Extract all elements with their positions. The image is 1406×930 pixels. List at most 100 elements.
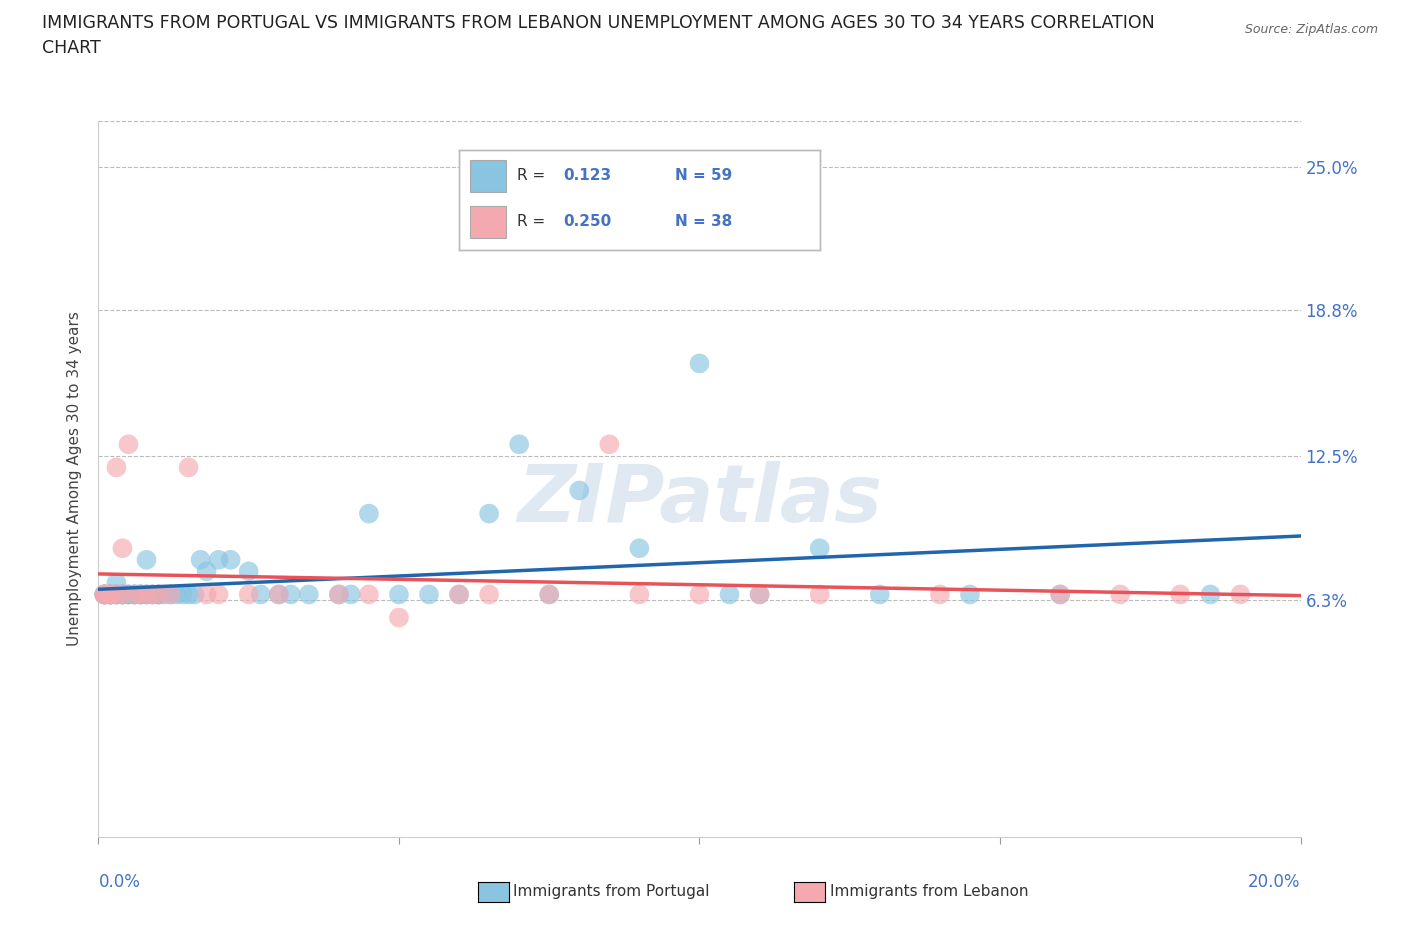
- Point: [111, 587, 134, 602]
- Point: [388, 610, 411, 625]
- Text: IMMIGRANTS FROM PORTUGAL VS IMMIGRANTS FROM LEBANON UNEMPLOYMENT AMONG AGES 30 T: IMMIGRANTS FROM PORTUGAL VS IMMIGRANTS F…: [42, 14, 1154, 32]
- Point: [135, 552, 157, 567]
- Point: [869, 587, 891, 602]
- Point: [177, 587, 200, 602]
- Point: [689, 587, 711, 602]
- Point: [141, 587, 163, 602]
- Text: ZIPatlas: ZIPatlas: [517, 461, 882, 539]
- Text: Immigrants from Portugal: Immigrants from Portugal: [513, 884, 710, 899]
- Point: [124, 587, 146, 602]
- Point: [959, 587, 981, 602]
- Point: [117, 587, 139, 602]
- Point: [478, 587, 501, 602]
- Point: [93, 587, 115, 602]
- Point: [135, 587, 157, 602]
- Point: [105, 576, 128, 591]
- Point: [129, 587, 152, 602]
- Point: [1049, 587, 1071, 602]
- Point: [219, 552, 242, 567]
- Point: [93, 587, 115, 602]
- Point: [100, 587, 122, 602]
- Point: [135, 587, 157, 602]
- Point: [478, 506, 501, 521]
- Point: [100, 587, 122, 602]
- Point: [538, 587, 561, 602]
- Point: [1199, 587, 1222, 602]
- Point: [328, 587, 350, 602]
- Point: [280, 587, 302, 602]
- Point: [100, 587, 122, 602]
- Point: [117, 587, 139, 602]
- Point: [141, 587, 163, 602]
- Point: [177, 460, 200, 475]
- Point: [1229, 587, 1251, 602]
- Point: [159, 587, 181, 602]
- Point: [111, 587, 134, 602]
- Point: [195, 587, 218, 602]
- Point: [129, 587, 152, 602]
- Point: [111, 587, 134, 602]
- Point: [124, 587, 146, 602]
- Point: [340, 587, 363, 602]
- Point: [808, 587, 831, 602]
- Point: [105, 587, 128, 602]
- Point: [748, 587, 770, 602]
- Point: [748, 587, 770, 602]
- Point: [195, 564, 218, 578]
- Point: [111, 587, 134, 602]
- Point: [105, 460, 128, 475]
- Point: [238, 564, 260, 578]
- Point: [718, 587, 741, 602]
- Point: [93, 587, 115, 602]
- Point: [538, 587, 561, 602]
- Point: [388, 587, 411, 602]
- Point: [328, 587, 350, 602]
- Point: [447, 587, 470, 602]
- Point: [1109, 587, 1132, 602]
- Point: [166, 587, 188, 602]
- Point: [124, 587, 146, 602]
- Text: 0.0%: 0.0%: [98, 872, 141, 891]
- Text: CHART: CHART: [42, 39, 101, 57]
- Point: [418, 587, 440, 602]
- Point: [111, 587, 134, 602]
- Point: [1049, 587, 1071, 602]
- Point: [808, 541, 831, 556]
- Point: [100, 587, 122, 602]
- Text: Source: ZipAtlas.com: Source: ZipAtlas.com: [1244, 23, 1378, 36]
- Point: [508, 437, 530, 452]
- Point: [238, 587, 260, 602]
- Point: [100, 587, 122, 602]
- Point: [135, 587, 157, 602]
- Point: [598, 437, 620, 452]
- Point: [117, 437, 139, 452]
- Point: [148, 587, 170, 602]
- Point: [148, 587, 170, 602]
- Point: [105, 587, 128, 602]
- Point: [249, 587, 271, 602]
- Text: 20.0%: 20.0%: [1249, 872, 1301, 891]
- Point: [93, 587, 115, 602]
- Point: [117, 587, 139, 602]
- Point: [172, 587, 194, 602]
- Point: [447, 587, 470, 602]
- Point: [628, 541, 651, 556]
- Point: [568, 483, 591, 498]
- Point: [111, 541, 134, 556]
- Point: [190, 552, 212, 567]
- Point: [100, 587, 122, 602]
- Text: Immigrants from Lebanon: Immigrants from Lebanon: [830, 884, 1028, 899]
- Point: [1170, 587, 1192, 602]
- Y-axis label: Unemployment Among Ages 30 to 34 years: Unemployment Among Ages 30 to 34 years: [67, 312, 83, 646]
- Point: [93, 587, 115, 602]
- Point: [100, 587, 122, 602]
- Point: [93, 587, 115, 602]
- Point: [929, 587, 952, 602]
- Point: [208, 552, 231, 567]
- Point: [357, 587, 380, 602]
- Point: [298, 587, 321, 602]
- Point: [183, 587, 205, 602]
- Point: [105, 587, 128, 602]
- Point: [129, 587, 152, 602]
- Point: [153, 587, 176, 602]
